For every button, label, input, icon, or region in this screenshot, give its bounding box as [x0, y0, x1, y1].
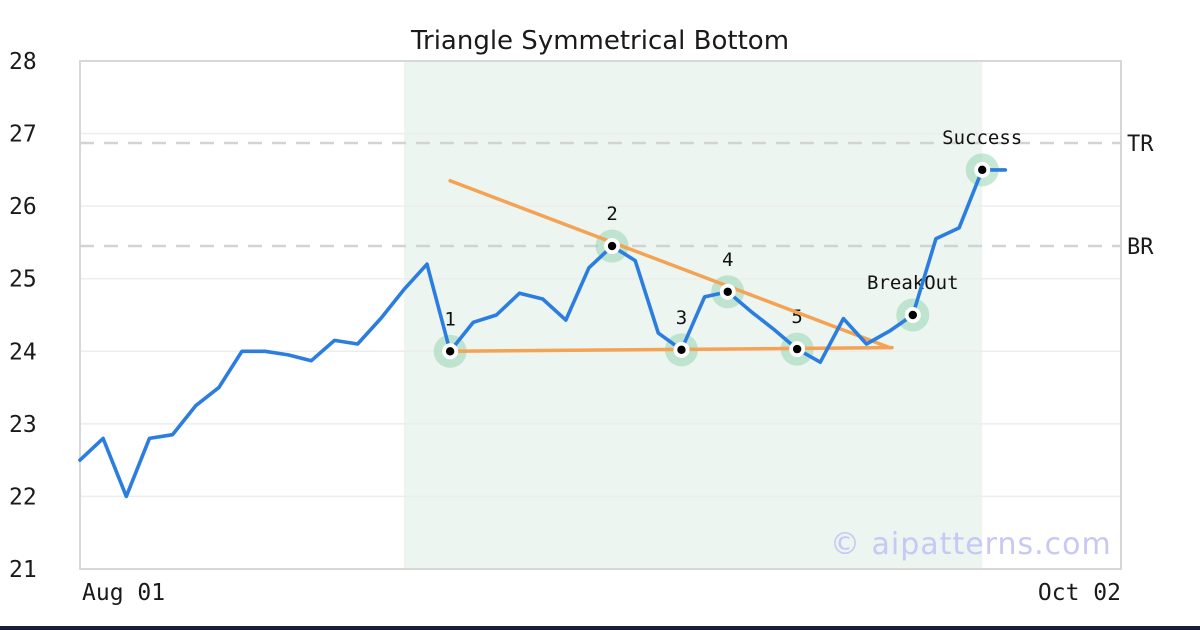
pattern-label-4: 4 [722, 249, 733, 271]
pattern-label-2: 2 [606, 203, 617, 225]
y-tick-27: 27 [9, 122, 37, 148]
pattern-label-1: 1 [444, 308, 455, 330]
marker-dot-Success [978, 165, 987, 175]
marker-dot-3 [677, 345, 686, 355]
y-tick-24: 24 [9, 339, 37, 365]
y-tick-21: 21 [9, 557, 37, 583]
upper-trendline [448, 178, 892, 350]
y-tick-22: 22 [9, 484, 37, 510]
bottom-accent-bar [0, 626, 1200, 630]
x-tick-end: Oct 02 [1038, 580, 1121, 606]
marker-dot-5 [792, 344, 802, 354]
chart-title: Triangle Symmetrical Bottom [410, 26, 790, 56]
pattern-label-3: 3 [676, 307, 687, 329]
level-label-BR: BR [1127, 235, 1154, 260]
marker-dot-4 [723, 287, 732, 296]
level-label-TR: TR [1127, 132, 1154, 157]
pattern-label-5: 5 [791, 306, 802, 328]
marker-dot-1 [445, 347, 455, 356]
plot-border [79, 60, 1122, 570]
marker-dot-2 [607, 241, 617, 251]
pattern-label-BreakOut: BreakOut [867, 272, 959, 294]
lower-trendline [448, 345, 894, 354]
marker-dot-BreakOut [908, 310, 917, 320]
x-tick-start: Aug 01 [82, 580, 165, 606]
y-tick-25: 25 [9, 267, 37, 293]
y-tick-26: 26 [9, 194, 37, 220]
watermark: © aipatterns.com [830, 527, 1112, 562]
y-tick-28: 28 [9, 49, 37, 75]
price-line [78, 168, 1008, 499]
y-tick-23: 23 [9, 412, 37, 438]
pattern-label-Success: Success [942, 127, 1022, 149]
pattern-region [403, 61, 983, 569]
